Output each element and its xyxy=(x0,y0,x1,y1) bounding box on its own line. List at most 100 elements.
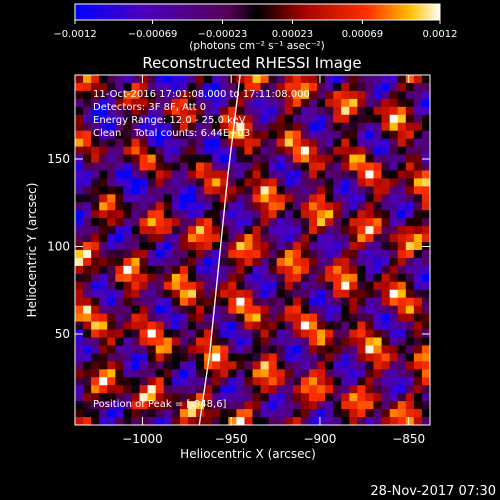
heatmap-cell xyxy=(75,114,84,124)
heatmap-cell xyxy=(421,361,430,370)
x-axis-ticks: −1000 −950 −900 −850 xyxy=(122,75,425,446)
heatmap-cell xyxy=(373,305,382,315)
heatmap-cell xyxy=(163,329,173,338)
heatmap-cell xyxy=(333,138,342,147)
heatmap-cell xyxy=(212,409,221,418)
heatmap-cell xyxy=(300,281,310,291)
heatmap-cell xyxy=(333,186,342,195)
heatmap-cell xyxy=(397,98,407,108)
heatmap-cell xyxy=(260,186,270,195)
heatmap-cell xyxy=(147,250,157,259)
heatmap-cell xyxy=(357,170,366,179)
heatmap-cell xyxy=(405,114,415,124)
heatmap-cell xyxy=(292,289,302,299)
heatmap-cell xyxy=(179,114,189,124)
heatmap-cell xyxy=(244,242,253,251)
heatmap-cell xyxy=(373,353,382,362)
heatmap-cell xyxy=(212,337,221,346)
heatmap-cell xyxy=(252,162,261,171)
heatmap-cell xyxy=(187,82,197,92)
heatmap-cell xyxy=(373,345,382,354)
heatmap-cell xyxy=(83,250,92,259)
heatmap-cell xyxy=(389,369,399,378)
heatmap-cell xyxy=(163,106,173,116)
heatmap-cell xyxy=(325,186,334,195)
heatmap-cell xyxy=(171,114,181,124)
heatmap-cell xyxy=(99,114,108,124)
heatmap-cell xyxy=(268,130,278,140)
heatmap-cell xyxy=(389,138,399,147)
heatmap-cell xyxy=(413,321,423,330)
heatmap-cell xyxy=(139,202,149,211)
heatmap-cell xyxy=(220,194,229,203)
heatmap-cell xyxy=(413,90,423,100)
heatmap-cell xyxy=(228,186,237,195)
heatmap-cell xyxy=(196,321,205,330)
heatmap-cell xyxy=(244,250,253,259)
heatmap-cell xyxy=(413,106,423,116)
heatmap-cell xyxy=(381,154,391,163)
heatmap-cell xyxy=(333,106,342,116)
heatmap-cell xyxy=(300,194,310,203)
heatmap-cell xyxy=(300,385,310,394)
heatmap-cell xyxy=(220,305,229,315)
heatmap-cell xyxy=(171,250,181,259)
heatmap-cell xyxy=(91,138,100,147)
heatmap-cell xyxy=(244,138,253,147)
heatmap-cell xyxy=(155,146,165,155)
heatmap-cell xyxy=(373,106,382,116)
heatmap-cell xyxy=(155,82,165,92)
heatmap-cell xyxy=(212,265,221,275)
heatmap-cell xyxy=(131,98,140,108)
heatmap-cell xyxy=(292,385,302,394)
heatmap-cell xyxy=(252,393,261,402)
heatmap-cell xyxy=(357,297,366,307)
heatmap-cell xyxy=(341,321,350,330)
heatmap-cell xyxy=(83,170,92,179)
heatmap-cell xyxy=(244,345,253,354)
heatmap-cell xyxy=(123,234,132,243)
heatmap-cell xyxy=(292,194,302,203)
heatmap-cell xyxy=(317,385,326,394)
heatmap-cell xyxy=(373,417,382,425)
heatmap-cell xyxy=(212,305,221,315)
heatmap-cell xyxy=(300,90,310,100)
heatmap-cell xyxy=(171,194,181,203)
heatmap-cell xyxy=(373,122,382,132)
heatmap-cell xyxy=(252,218,261,227)
heatmap-cell xyxy=(228,417,237,425)
heatmap-cell xyxy=(365,226,374,235)
heatmap-cell xyxy=(333,345,342,354)
heatmap-cell xyxy=(397,281,407,291)
heatmap-cell xyxy=(91,242,100,251)
heatmap-cell xyxy=(220,170,229,179)
heatmap-cell xyxy=(228,218,237,227)
heatmap-cell xyxy=(252,289,261,299)
heatmap-cell xyxy=(187,98,197,108)
heatmap-cell xyxy=(276,361,286,370)
heatmap-cell xyxy=(244,273,253,283)
heatmap-cell xyxy=(300,122,310,132)
heatmap-cell xyxy=(325,361,334,370)
heatmap-cell xyxy=(196,226,205,235)
heatmap-cell xyxy=(373,297,382,307)
heatmap-cell xyxy=(139,409,149,418)
heatmap-cell xyxy=(389,82,399,92)
heatmap-cell xyxy=(91,401,100,410)
heatmap-cell xyxy=(131,345,140,354)
heatmap-cell xyxy=(317,138,326,147)
heatmap-cell xyxy=(187,369,197,378)
heatmap-cell xyxy=(115,353,124,362)
heatmap-cell xyxy=(325,106,334,116)
heatmap-cell xyxy=(252,377,261,386)
heatmap-cell xyxy=(147,75,157,84)
heatmap-cell xyxy=(139,321,149,330)
heatmap-cell xyxy=(349,122,358,132)
heatmap-cell xyxy=(228,82,237,92)
heatmap-cell xyxy=(155,257,165,267)
heatmap-cell xyxy=(373,361,382,370)
heatmap-cell xyxy=(179,250,189,259)
heatmap-cell xyxy=(349,321,358,330)
heatmap-cell xyxy=(333,313,342,322)
heatmap-cell xyxy=(284,170,294,179)
